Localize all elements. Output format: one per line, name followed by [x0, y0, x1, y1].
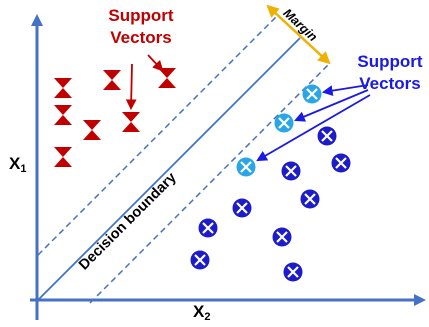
support-vectors-red-line1: Support [108, 6, 174, 25]
red-pointer-arrow [147, 54, 164, 72]
support-vectors-label-red: Support Vectors [98, 5, 184, 49]
crossed-circle-icon [197, 217, 219, 239]
crossed-circle-icon [316, 125, 338, 147]
margin-line-lower [89, 64, 329, 304]
decision-boundary-line [37, 37, 301, 301]
crossed-circle-icon [299, 188, 321, 210]
x1-subscript: 1 [20, 163, 27, 175]
crossed-circle-icon [231, 197, 253, 219]
crossed-circle-icon [273, 112, 295, 134]
hourglass-icon [122, 112, 140, 132]
x1-letter: X [9, 154, 21, 173]
x2-axis-label: X2 [193, 302, 210, 323]
support-vectors-red-line2: Vectors [110, 28, 172, 47]
hourglass-icon [83, 120, 101, 140]
support-vectors-blue-line1: Support [357, 52, 423, 71]
hourglass-icon [158, 68, 176, 88]
margin-line-upper [37, 14, 279, 256]
support-vectors-blue-line2: Vectors [359, 74, 421, 93]
crossed-circle-icon [330, 152, 352, 174]
x2-subscript: 2 [204, 311, 211, 323]
blue-pointer-arrow [294, 89, 369, 122]
crossed-circle-icon [189, 249, 211, 271]
x2-letter: X [193, 302, 205, 321]
crossed-circle-icon [282, 261, 304, 283]
blue-pointer-arrow [321, 84, 369, 96]
hourglass-icon [103, 70, 121, 90]
hourglass-icon [54, 147, 72, 167]
red-pointer-arrow [125, 63, 137, 111]
crossed-circle-icon [301, 83, 323, 105]
margin-arrow [266, 4, 331, 65]
hourglass-icon [54, 78, 72, 98]
x1-axis-label: X1 [9, 154, 26, 175]
support-vectors-label-blue: Support Vectors [352, 51, 428, 95]
blue-pointer-arrow [256, 94, 371, 162]
hourglass-icon [54, 105, 72, 125]
crossed-circle-icon [271, 226, 293, 248]
crossed-circle-icon [235, 156, 257, 178]
crossed-circle-icon [280, 160, 302, 182]
